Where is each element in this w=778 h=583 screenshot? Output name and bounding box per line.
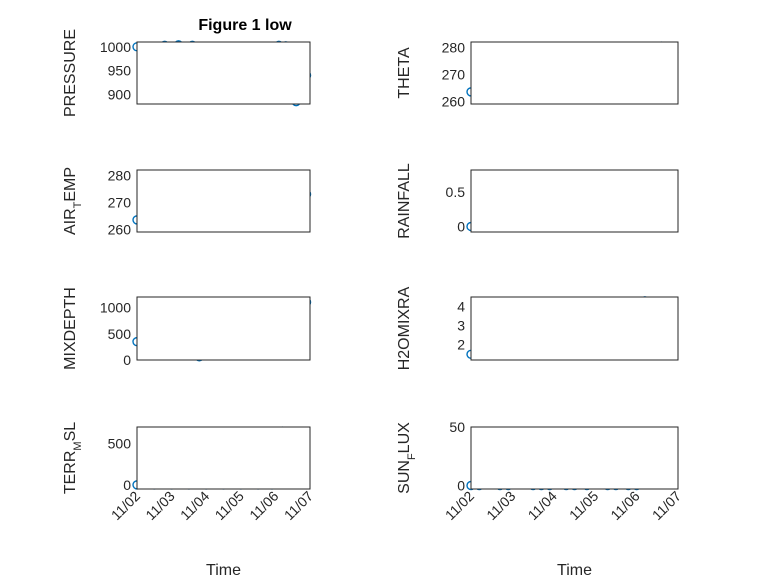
x-tick-label: 11/04 xyxy=(177,488,213,524)
y-axis-label: SUNFLUX xyxy=(396,422,418,494)
subplot-2: 260 270 280 THETA xyxy=(396,39,679,109)
x-axis-label: Time xyxy=(557,562,592,579)
y-tick-label: 500 xyxy=(108,436,132,452)
y-tick-label: 1000 xyxy=(100,300,131,316)
axes-frame xyxy=(470,426,679,490)
x-tick-label: 11/03 xyxy=(142,488,178,524)
x-tick-label: 11/02 xyxy=(442,488,478,524)
y-axis-label: TERRMSL xyxy=(62,422,84,494)
x-tick-label: 11/06 xyxy=(607,488,643,524)
axes-frame xyxy=(136,296,311,361)
axes-frame xyxy=(470,169,679,233)
y-tick-label: 2 xyxy=(457,337,465,353)
y-axis-label: PRESSURE xyxy=(62,29,79,117)
y-tick-label: 900 xyxy=(108,86,132,102)
y-tick-label: 4 xyxy=(457,299,465,315)
y-tick-label: 270 xyxy=(108,194,132,210)
subplot-6: 2 3 4 H2OMIXRA xyxy=(396,286,679,370)
axes-frame xyxy=(136,169,311,233)
y-tick-label: 3 xyxy=(457,318,465,334)
y-tick-label: 950 xyxy=(108,63,132,79)
y-axis-label: THETA xyxy=(396,47,413,99)
subplot-7: 0 500 11/02 11/03 11/04 11/05 11/06 11/07 TERRMS… xyxy=(62,422,316,579)
x-tick-label: 11/03 xyxy=(483,488,519,524)
y-tick-label: 280 xyxy=(442,39,466,55)
x-tick-label: 11/07 xyxy=(281,488,317,524)
subplot-1: 900 950 1000 PRESSURE xyxy=(62,29,312,117)
y-tick-label: 280 xyxy=(108,167,132,183)
y-axis-label: AIRTEMP xyxy=(62,167,84,235)
y-tick-label: 0.5 xyxy=(446,184,466,200)
y-axis-label: MIXDEPTH xyxy=(62,287,79,370)
x-tick-label: 11/05 xyxy=(566,488,602,524)
x-tick-label: 11/04 xyxy=(525,488,561,524)
axes-frame xyxy=(136,41,311,105)
subplot-8: 0 50 11/02 11/03 11/04 11/05 11/06 11/07 SUNFLUX… xyxy=(396,419,684,579)
axes-frame xyxy=(136,426,311,490)
y-tick-label: 1000 xyxy=(100,39,131,55)
y-axis-label: H2OMIXRA xyxy=(396,286,413,370)
figure-title: Figure 1 low xyxy=(198,17,292,34)
y-tick-label: 260 xyxy=(108,221,132,237)
y-tick-label: 0 xyxy=(457,218,465,234)
y-tick-label: 0 xyxy=(123,477,131,493)
y-axis-label: RAINFALL xyxy=(396,163,413,239)
x-axis-label: Time xyxy=(206,562,241,579)
x-tick-label: 11/05 xyxy=(212,488,248,524)
y-tick-label: 270 xyxy=(442,66,466,82)
y-tick-label: 0 xyxy=(123,352,131,368)
x-tick-label: 11/02 xyxy=(108,488,144,524)
subplot-4: 0 0.5 RAINFALL xyxy=(396,163,679,239)
y-tick-label: 500 xyxy=(108,326,132,342)
subplot-5: 0 500 1000 MIXDEPTH xyxy=(62,287,312,370)
x-tick-label: 11/07 xyxy=(649,488,685,524)
y-tick-label: 50 xyxy=(449,419,465,435)
subplot-3: 260 270 280 AIRTEMP xyxy=(62,167,312,237)
axes-frame xyxy=(470,296,679,361)
y-tick-label: 0 xyxy=(457,477,465,493)
y-tick-label: 260 xyxy=(442,93,466,109)
x-tick-label: 11/06 xyxy=(246,488,282,524)
axes-frame xyxy=(470,41,679,105)
